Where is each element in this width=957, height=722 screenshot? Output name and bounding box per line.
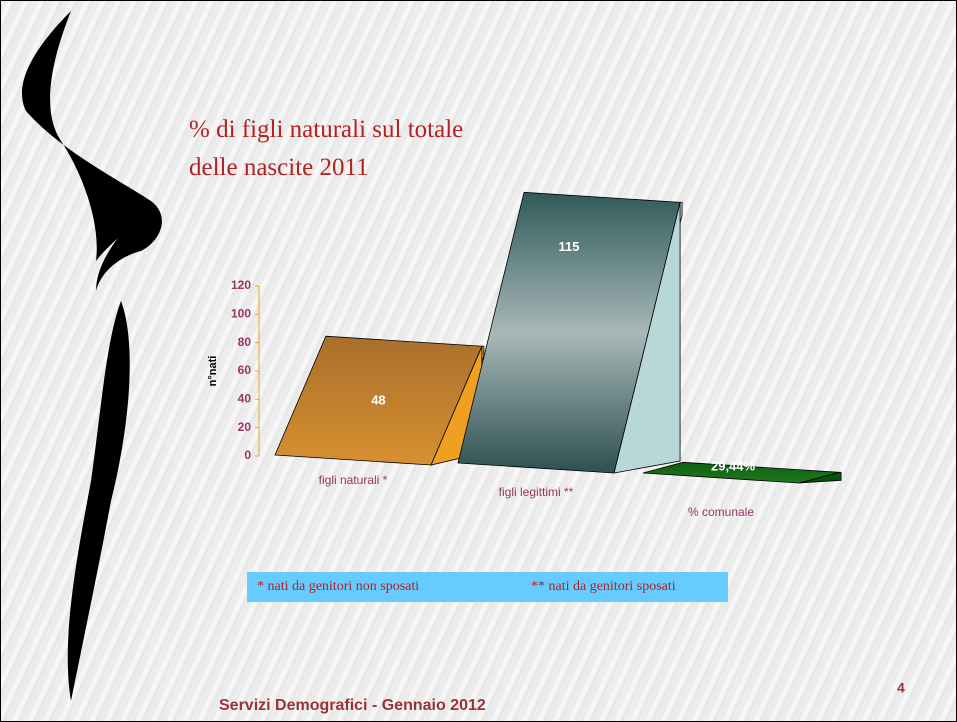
footer: Servizi Demografici - Gennaio 2012 <box>219 697 486 714</box>
y-tick-label: 60 <box>238 363 252 377</box>
y-tick-label: 0 <box>244 448 251 462</box>
footnote-box <box>247 572 728 602</box>
bar <box>642 461 840 484</box>
y-tick-label: 100 <box>231 307 251 321</box>
value-label: 48 <box>371 393 385 408</box>
x-tick-label: figli legittimi ** <box>499 485 574 499</box>
y-tick-label: 20 <box>238 420 252 434</box>
page-number: 4 <box>897 680 905 696</box>
bar <box>274 335 483 466</box>
footnote-right: ** nati da genitori sposati <box>531 579 676 594</box>
bar <box>457 191 681 474</box>
y-tick-label: 80 <box>238 335 252 349</box>
decoration <box>22 11 162 701</box>
title: % di figli naturali sul totale delle nasc… <box>189 116 463 181</box>
y-tick-label: 40 <box>238 392 252 406</box>
y-axis-label: n°nati <box>207 356 219 387</box>
footnote-left: * nati da genitori non sposati <box>257 579 419 594</box>
value-label: 29,44% <box>711 458 756 473</box>
x-tick-label: % comunale <box>688 505 754 519</box>
value-label: 115 <box>559 239 580 254</box>
x-tick-label: figli naturali * <box>319 473 388 487</box>
y-tick-label: 120 <box>231 278 251 292</box>
